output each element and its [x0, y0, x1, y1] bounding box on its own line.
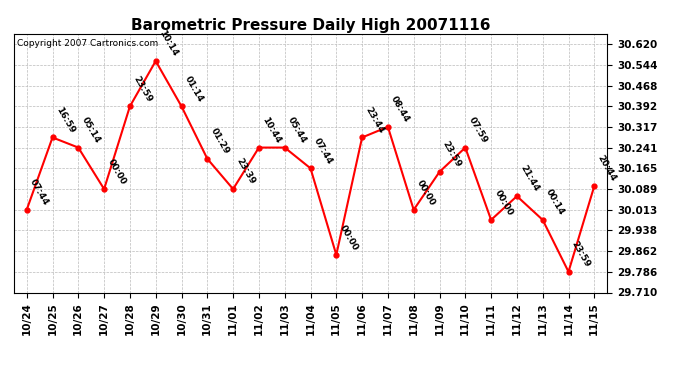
Text: 01:29: 01:29 [208, 127, 230, 156]
Text: 23:59: 23:59 [131, 74, 153, 104]
Text: 21:44: 21:44 [518, 164, 540, 194]
Text: 00:00: 00:00 [415, 178, 437, 207]
Text: 23:59: 23:59 [570, 240, 592, 269]
Text: 07:44: 07:44 [28, 177, 50, 207]
Text: 05:44: 05:44 [286, 116, 308, 145]
Text: 10:14: 10:14 [157, 29, 179, 58]
Text: 00:00: 00:00 [106, 158, 128, 186]
Text: 00:00: 00:00 [493, 188, 514, 217]
Text: 16:59: 16:59 [54, 105, 76, 135]
Text: 00:00: 00:00 [337, 223, 359, 252]
Text: 07:59: 07:59 [466, 116, 489, 145]
Text: 08:44: 08:44 [389, 94, 411, 124]
Text: 07:44: 07:44 [312, 136, 334, 165]
Text: 23:39: 23:39 [235, 157, 257, 186]
Title: Barometric Pressure Daily High 20071116: Barometric Pressure Daily High 20071116 [130, 18, 491, 33]
Text: 05:14: 05:14 [79, 116, 102, 145]
Text: 01:14: 01:14 [183, 74, 205, 104]
Text: 23:44: 23:44 [364, 105, 386, 135]
Text: 10:44: 10:44 [260, 116, 282, 145]
Text: 20:44: 20:44 [595, 154, 618, 183]
Text: 00:14: 00:14 [544, 188, 566, 217]
Text: Copyright 2007 Cartronics.com: Copyright 2007 Cartronics.com [17, 39, 158, 48]
Text: 23:59: 23:59 [441, 140, 463, 169]
